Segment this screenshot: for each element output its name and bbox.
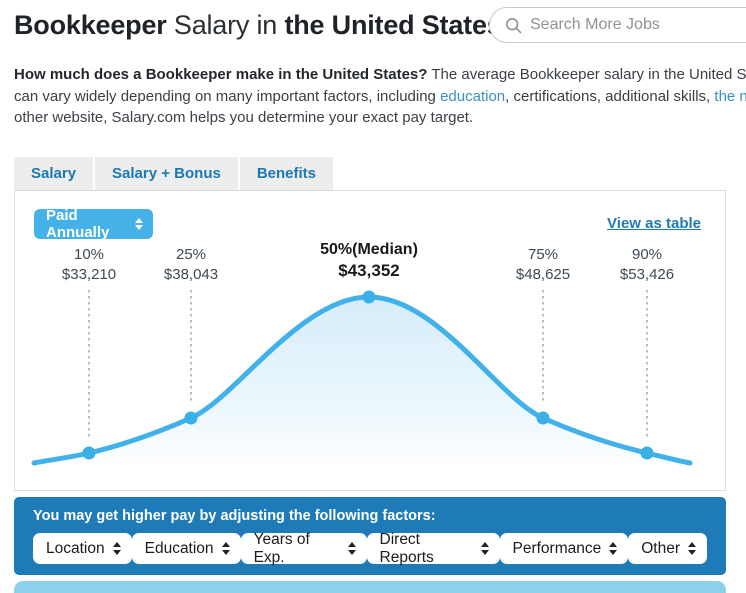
- tab-salary-bonus[interactable]: Salary + Bonus: [95, 157, 238, 190]
- pay-period-dropdown[interactable]: Paid Annually: [34, 207, 153, 241]
- curve-point-75[interactable]: [536, 411, 550, 425]
- page-title: Bookkeeper Salary in the United States: [14, 10, 502, 41]
- page-title-location: the United States: [284, 10, 502, 40]
- page-title-job: Bookkeeper: [14, 10, 167, 40]
- curve-point-25[interactable]: [184, 411, 198, 425]
- intro-question: How much does a Bookkeeper make in the U…: [14, 66, 428, 83]
- factor-dropdown-location[interactable]: Location: [33, 533, 132, 564]
- salary-bell-curve-chart: [31, 290, 693, 468]
- updown-icon: [688, 542, 696, 555]
- pay-factors-bar: You may get higher pay by adjusting the …: [14, 497, 726, 575]
- percentile-label-10: 10% $33,210: [61, 246, 117, 283]
- curve-point-10[interactable]: [82, 446, 96, 460]
- dropdown-updown-icon: [135, 217, 143, 231]
- education-link[interactable]: education: [440, 87, 506, 105]
- experience-link[interactable]: the nu: [714, 87, 746, 105]
- pay-period-value: Paid Annually: [46, 207, 110, 241]
- next-section-teaser-bar: [14, 581, 726, 593]
- updown-icon: [221, 542, 230, 555]
- curve-point-median[interactable]: [362, 290, 376, 304]
- factor-dropdown-other[interactable]: Other: [628, 533, 707, 564]
- percentile-label-75: 75% $48,625: [515, 246, 571, 283]
- view-as-table-link[interactable]: View as table: [607, 215, 701, 232]
- percentile-label-25: 25% $38,043: [163, 246, 219, 283]
- search-input[interactable]: Search More Jobs: [489, 7, 746, 43]
- factor-dropdown-performance[interactable]: Performance: [499, 533, 629, 564]
- tab-salary[interactable]: Salary: [14, 157, 94, 190]
- intro-line-2: can vary widely depending on many import…: [14, 88, 746, 105]
- search-icon: [505, 17, 522, 34]
- factors-prompt: You may get higher pay by adjusting the …: [33, 508, 436, 524]
- factor-dropdown-education[interactable]: Education: [131, 533, 241, 564]
- percentile-label-median: 50%(Median) $43,352: [320, 241, 418, 280]
- intro-line-3: other website, Salary.com helps you dete…: [14, 109, 474, 126]
- tab-benefits[interactable]: Benefits: [239, 157, 334, 190]
- factors-row: Location Education Years of Exp. Direct …: [33, 531, 707, 566]
- updown-icon: [347, 542, 356, 555]
- updown-icon: [112, 542, 121, 555]
- bell-curve-fill: [34, 297, 690, 468]
- pay-type-tabs: Salary Salary + Bonus Benefits: [14, 157, 334, 190]
- salary-chart-panel: Paid Annually View as table 10% $33,210 …: [14, 190, 726, 491]
- intro-line-1: How much does a Bookkeeper make in the U…: [14, 66, 746, 83]
- factor-dropdown-years-of-exp[interactable]: Years of Exp.: [240, 531, 367, 566]
- page-title-middle: Salary in: [166, 10, 285, 40]
- curve-point-90[interactable]: [640, 446, 654, 460]
- updown-icon: [609, 542, 618, 555]
- search-placeholder: Search More Jobs: [530, 16, 660, 33]
- intro-paragraph: How much does a Bookkeeper make in the U…: [14, 64, 746, 129]
- intro-line1-rest: The average Bookkeeper salary in the Uni…: [427, 66, 746, 83]
- factor-dropdown-direct-reports[interactable]: Direct Reports: [366, 531, 500, 566]
- percentile-label-90: 90% $53,426: [619, 246, 675, 283]
- updown-icon: [480, 542, 489, 555]
